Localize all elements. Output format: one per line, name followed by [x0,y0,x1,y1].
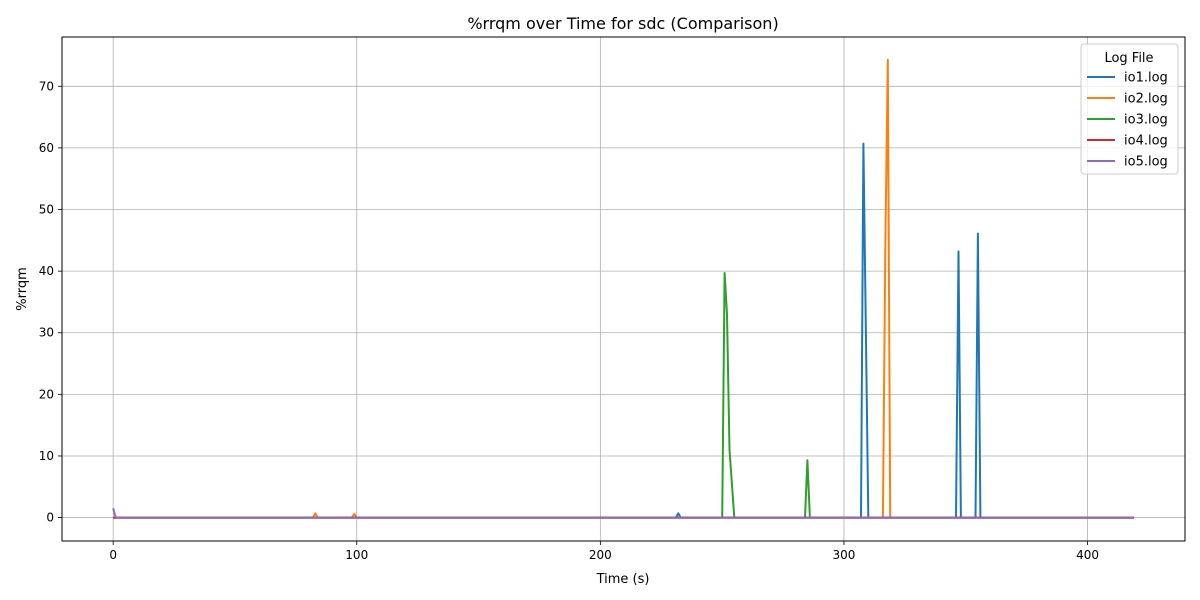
legend-title: Log File [1104,51,1153,66]
series-lines [112,58,1134,519]
x-tick-label: 300 [833,548,856,562]
series-line-io3-log [113,272,1134,519]
legend: Log File io1.log io2.log io3.log io4.log io5… [1080,43,1179,175]
legend-label: io5.log [1124,155,1168,170]
legend-items: io1.log io2.log io3.log io4.log io5.log [1087,71,1168,170]
x-axis-label: Time (s) [596,572,650,587]
y-axis-label: %rrqm [15,267,30,311]
legend-label: io2.log [1124,92,1168,107]
y-tick-label: 0 [46,511,54,525]
y-tick-label: 10 [39,449,54,463]
y-tick-label: 40 [39,264,54,278]
x-axis-ticks: 0 100 200 300 400 [109,541,1099,562]
series-line-io2-log [113,58,1134,519]
legend-label: io4.log [1124,134,1168,149]
chart-title: %rrqm over Time for sdc (Comparison) [467,14,778,33]
x-tick-label: 200 [589,548,612,562]
y-tick-label: 30 [39,326,54,340]
x-tick-label: 400 [1076,548,1099,562]
plot-frame [61,36,1186,542]
x-tick-label: 0 [109,548,117,562]
series-line-io5-log [112,508,1134,519]
y-axis-ticks: 0 10 20 30 40 50 60 70 [39,79,62,525]
legend-label: io1.log [1124,71,1168,86]
y-tick-label: 70 [39,79,54,93]
y-tick-label: 60 [39,141,54,155]
grid [62,37,1185,541]
legend-label: io3.log [1124,113,1168,128]
y-tick-label: 20 [39,387,54,401]
y-tick-label: 50 [39,203,54,217]
x-tick-label: 100 [345,548,368,562]
